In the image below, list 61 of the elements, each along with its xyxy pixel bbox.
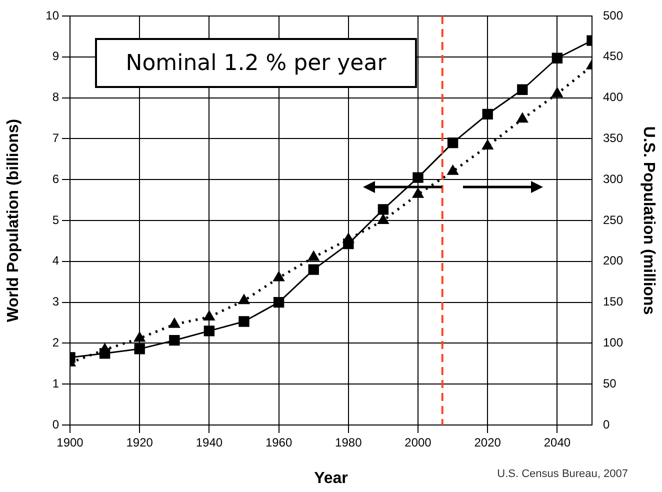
text: U.S. Census Bureau, 2007 <box>497 468 628 480</box>
y-tick-label: 8 <box>52 90 60 104</box>
y2-tick-label: 250 <box>603 212 624 227</box>
point <box>412 172 424 183</box>
x-tick-label: 1940 <box>196 436 223 450</box>
point <box>204 326 215 336</box>
y2-tick-label: 500 <box>603 8 624 22</box>
y-tick-label: 3 <box>52 294 60 309</box>
y-tick-label: 1 <box>52 376 60 390</box>
point <box>204 311 214 321</box>
y2-tick-label: 300 <box>603 172 624 186</box>
y2-axis-title: U.S. Population (millions <box>640 126 657 315</box>
point <box>169 318 180 328</box>
x-tick-label: 1960 <box>265 436 292 450</box>
point <box>552 52 563 64</box>
point <box>343 234 354 243</box>
point <box>378 214 388 224</box>
y-tick-label: 10 <box>46 8 60 22</box>
y-tick-label: 4 <box>52 254 60 268</box>
point <box>448 166 458 175</box>
point <box>517 84 528 95</box>
point <box>273 296 284 308</box>
point <box>447 137 458 148</box>
y2-tick-label: 400 <box>603 90 624 104</box>
x-tick-label: 1920 <box>126 436 154 450</box>
point <box>482 108 493 120</box>
y-tick-label: 6 <box>52 172 60 186</box>
y-tick-label: 2 <box>52 336 60 350</box>
y2-tick-label: 450 <box>603 49 624 64</box>
point <box>482 140 493 150</box>
x-tick-label: 1980 <box>335 436 362 450</box>
y2-tick-label: 0 <box>603 417 610 432</box>
y-tick-label: 0 <box>52 417 60 432</box>
point <box>308 264 319 275</box>
y2-tick-label: 200 <box>603 254 624 268</box>
point <box>169 334 180 346</box>
point <box>100 344 110 354</box>
x-tick-label: 2040 <box>544 436 571 450</box>
x-tick-label: 1900 <box>56 436 84 450</box>
point <box>238 316 250 327</box>
point <box>308 252 319 261</box>
point <box>412 188 424 198</box>
y-axis-title: World Population (billions) <box>5 118 22 322</box>
annotation: Nominal 1.2 % per year <box>95 38 417 88</box>
y2-tick-label: 50 <box>603 376 617 390</box>
y2-tick-label: 100 <box>603 336 624 350</box>
y-tick-label: 7 <box>52 131 60 146</box>
y-tick-label: 5 <box>52 212 60 227</box>
x-tick-label: 2020 <box>474 436 502 450</box>
y-tick-label: 9 <box>52 49 60 64</box>
x-tick-label: 2000 <box>404 436 432 450</box>
point <box>274 272 284 282</box>
point <box>134 332 145 342</box>
point <box>552 88 562 98</box>
point <box>517 113 528 123</box>
point <box>238 294 250 304</box>
point <box>378 204 389 215</box>
y2-tick-label: 350 <box>603 131 624 146</box>
point <box>134 344 145 354</box>
y2-tick-label: 150 <box>603 294 624 309</box>
x-axis-title: Year <box>314 470 348 487</box>
